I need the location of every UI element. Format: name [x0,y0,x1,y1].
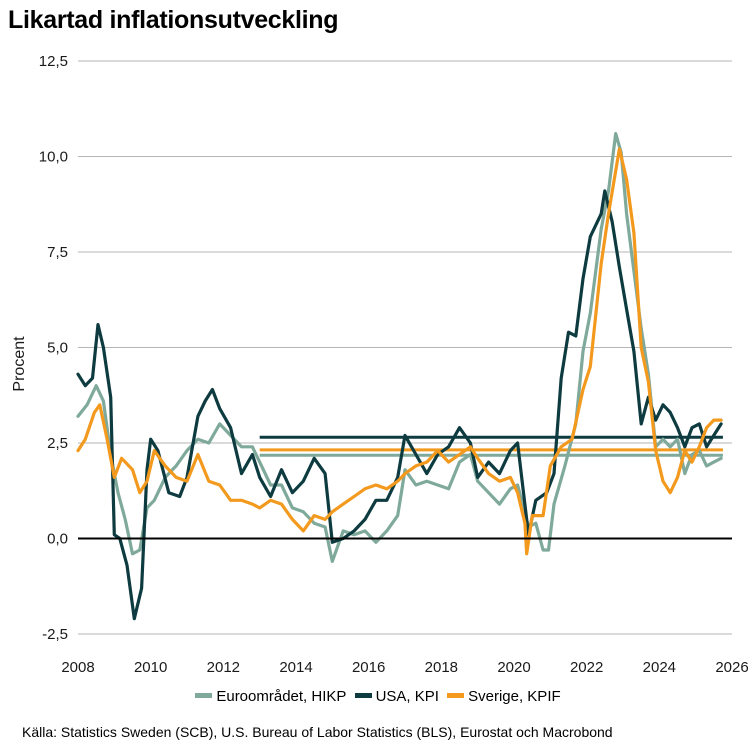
legend-label-euro: Euroområdet, HIKP [216,688,347,705]
x-axis-ticks: 2008 2010 2012 2014 2016 2018 2020 2022 2024 2026 [61,659,748,676]
legend-label-sverige: Sverige, KPIF [468,688,561,705]
series-lines [76,132,723,621]
legend-swatch-sverige [447,692,465,698]
x-tick-label: 2020 [497,659,530,676]
x-tick-label: 2016 [352,659,385,676]
legend-item-usa: USA, KPI [354,688,439,705]
y-tick-label: 12,5 [39,53,68,70]
series-line [76,189,723,621]
series-line [76,132,723,563]
y-axis-label: Procent [11,336,28,392]
line-chart: 12,5 10,0 7,5 5,0 2,5 0,0 -2,5 2008 2010 2012 201… [11,53,749,676]
x-tick-label: 2010 [134,659,167,676]
chart-title: Likartad inflationsutveckling [8,6,339,34]
y-tick-label: 2,5 [47,435,68,452]
y-tick-label: 10,0 [39,149,68,166]
legend-swatch-usa [354,692,372,698]
average-lines [259,435,723,457]
x-tick-label: 2014 [279,659,312,676]
y-tick-label: -2,5 [42,626,68,643]
source-note: Källa: Statistics Sweden (SCB), U.S. Bur… [22,724,613,740]
y-tick-label: 5,0 [47,340,68,357]
y-tick-label: 0,0 [47,531,68,548]
x-tick-label: 2018 [425,659,458,676]
legend-label-usa: USA, KPI [375,688,439,705]
x-tick-label: 2012 [207,659,240,676]
x-tick-label: 2026 [715,659,748,676]
gridlines [78,60,732,635]
series-line [76,147,723,556]
y-tick-label: 7,5 [47,244,68,261]
x-tick-label: 2022 [570,659,603,676]
x-tick-label: 2024 [643,659,676,676]
legend-swatch-euro [195,692,213,698]
legend: Euroområdet, HIKP USA, KPI Sverige, KPIF [0,688,756,705]
x-tick-label: 2008 [61,659,94,676]
legend-item-sverige: Sverige, KPIF [447,688,561,705]
legend-item-euro: Euroområdet, HIKP [195,688,346,705]
y-axis-ticks: 12,5 10,0 7,5 5,0 2,5 0,0 -2,5 [39,53,68,643]
